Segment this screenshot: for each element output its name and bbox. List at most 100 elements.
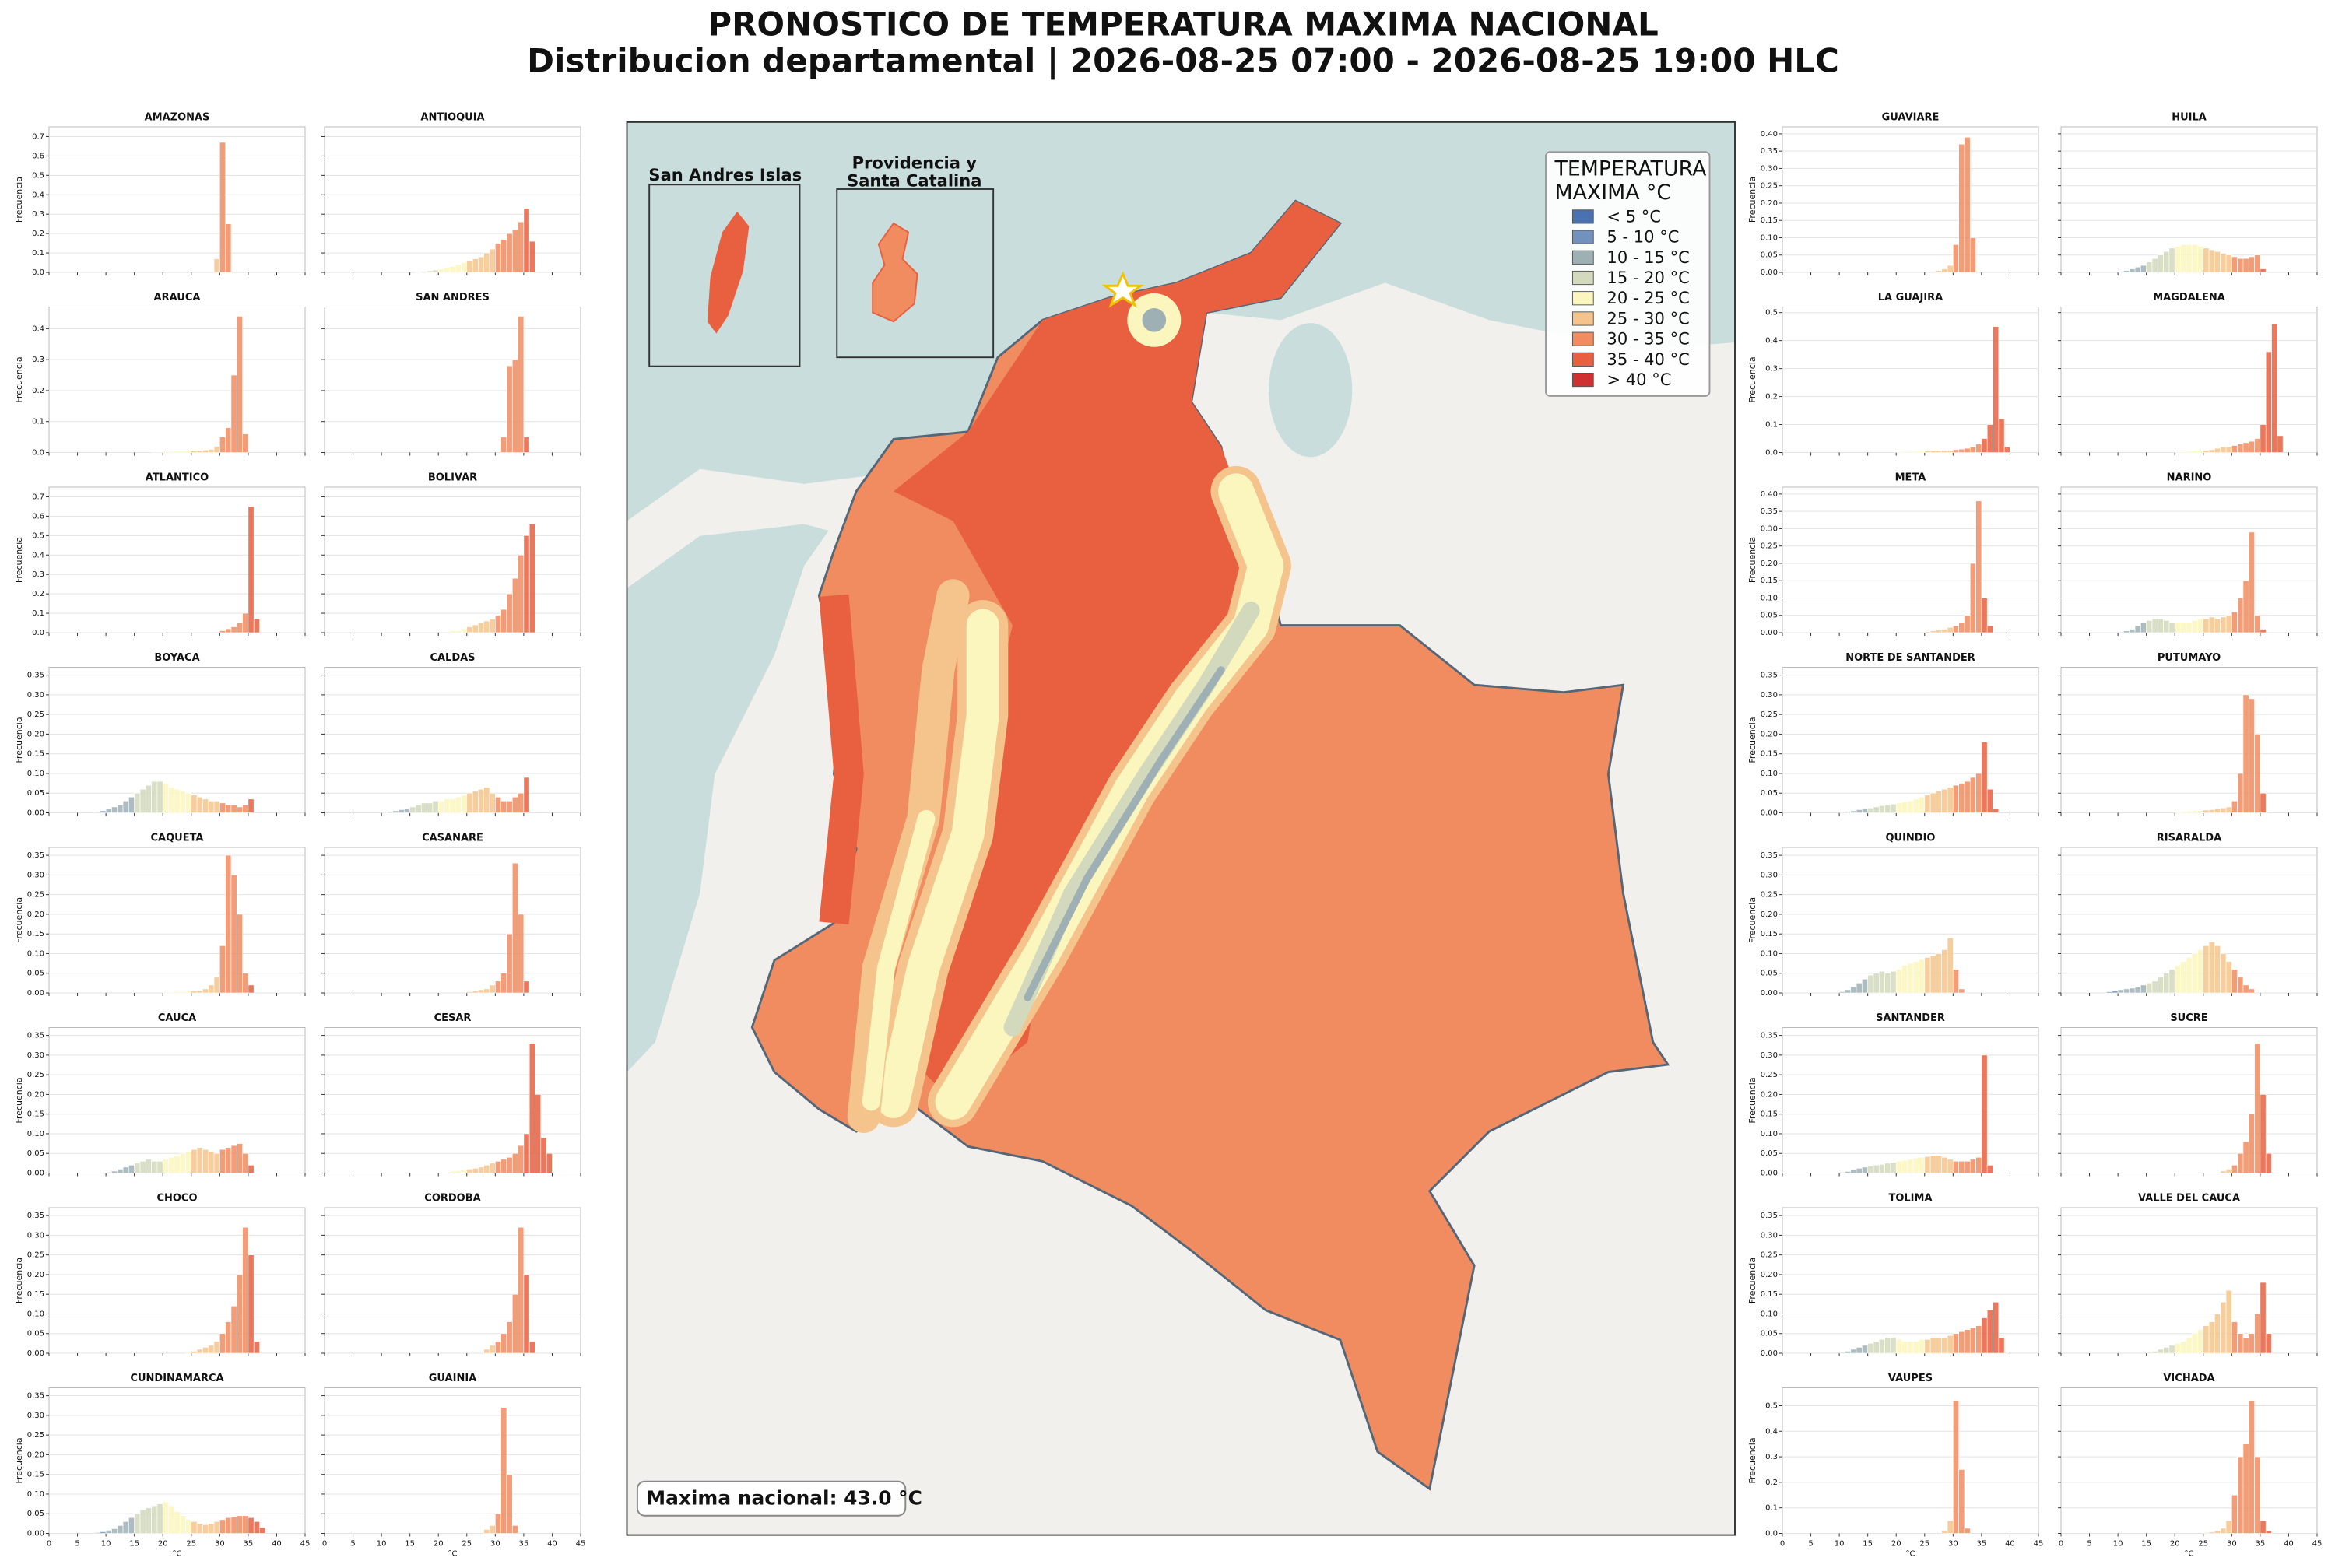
bar [2248, 988, 2255, 994]
bar [511, 1293, 518, 1354]
bar [236, 914, 243, 994]
bar [2208, 809, 2215, 813]
bar [2231, 445, 2238, 453]
bar [151, 1505, 158, 1534]
legend-swatch [1571, 250, 1594, 265]
bar [2186, 622, 2193, 633]
bar [511, 359, 518, 453]
bar [466, 626, 473, 633]
x-axis-label: °C [1906, 1550, 1915, 1559]
y-tick-label: 0.25 [1761, 542, 1778, 551]
bar [444, 267, 451, 273]
axes [2060, 486, 2318, 633]
bar [2168, 969, 2175, 994]
bar [1969, 237, 1976, 273]
y-tick-label: 0.15 [27, 1471, 44, 1479]
bar [1901, 965, 1908, 994]
y-axis-label: Frecuencia [14, 537, 24, 583]
bar [2248, 698, 2255, 813]
bar [495, 1341, 501, 1354]
bar [1924, 957, 1931, 994]
bar [253, 1521, 260, 1534]
bar [208, 801, 215, 813]
bar [461, 795, 468, 813]
bar [122, 1521, 129, 1534]
bar [1924, 451, 1931, 453]
y-tick-label: 0.05 [27, 1510, 44, 1518]
y-tick-label: 0.20 [27, 1450, 44, 1459]
y-tick-label: 0.25 [1761, 891, 1778, 900]
bar [202, 450, 209, 453]
bar [2123, 988, 2130, 994]
y-tick-label: 0.15 [1761, 1110, 1778, 1119]
y-tick-label: 0.10 [1761, 949, 1778, 958]
bar [444, 798, 451, 813]
bar [1929, 630, 1936, 633]
bar [117, 1169, 124, 1173]
panel-title: VALLE DEL CAUCA [2138, 1193, 2240, 1205]
x-tick-label: 10 [1835, 1540, 1845, 1549]
y-axis-label: Frecuencia [14, 1437, 24, 1483]
bar [523, 1274, 530, 1354]
bar [208, 449, 215, 453]
bar [1986, 424, 1993, 453]
bar [489, 792, 496, 813]
bar [500, 801, 507, 813]
bar [225, 628, 232, 633]
bar [230, 875, 237, 994]
bar [1873, 973, 1880, 994]
y-axis-label: Frecuencia [14, 717, 24, 763]
bar [495, 1161, 501, 1173]
bar [2180, 451, 2187, 453]
bar [128, 1517, 135, 1534]
y-tick-label: 0.15 [1761, 577, 1778, 585]
bar [1845, 989, 1852, 994]
bar [236, 623, 243, 633]
axes [324, 847, 581, 994]
bar [2180, 244, 2187, 273]
legend-swatch [1571, 270, 1594, 286]
legend-swatch [1571, 291, 1594, 306]
bar [483, 1529, 490, 1534]
y-tick-label: 0.1 [32, 418, 44, 426]
x-tick-label: 40 [2284, 1540, 2294, 1549]
bar [1929, 955, 1936, 994]
bar [2157, 254, 2164, 273]
bar [1867, 1166, 1874, 1173]
bar [1929, 451, 1936, 453]
y-tick-label: 0.25 [1761, 1071, 1778, 1079]
bar [404, 809, 410, 813]
bar [523, 1133, 530, 1173]
bar [236, 1274, 243, 1354]
bar [2231, 1165, 2238, 1173]
y-tick-label: 0.05 [1761, 789, 1778, 798]
y-tick-label: 0.40 [1761, 130, 1778, 139]
bar [483, 988, 490, 994]
y-tick-label: 0.25 [27, 710, 44, 719]
y-tick-label: 0.30 [1761, 691, 1778, 700]
bar [1958, 988, 1965, 994]
y-tick-label: 0.40 [1761, 490, 1778, 499]
bar [2214, 945, 2221, 994]
bar [2129, 268, 2136, 273]
bar [466, 991, 473, 994]
bar [1958, 622, 1965, 633]
panel-title: GUAVIARE [1882, 112, 1940, 124]
bar [1912, 451, 1919, 453]
bar [1890, 1162, 1897, 1173]
bar [1884, 1163, 1891, 1173]
bar [1936, 451, 1943, 453]
bar [2174, 1343, 2181, 1354]
panel-title: ANTIOQUIA [420, 112, 484, 124]
bar [2174, 246, 2181, 273]
legend-swatch [1571, 311, 1594, 326]
bar [2203, 945, 2210, 994]
bar [1981, 598, 1988, 633]
bar [437, 801, 444, 813]
y-tick-label: 0.5 [1765, 1401, 1778, 1410]
bar [151, 780, 158, 813]
island [707, 211, 750, 334]
bar [2003, 447, 2010, 453]
bar [1878, 805, 1885, 813]
bar [2237, 1456, 2244, 1534]
